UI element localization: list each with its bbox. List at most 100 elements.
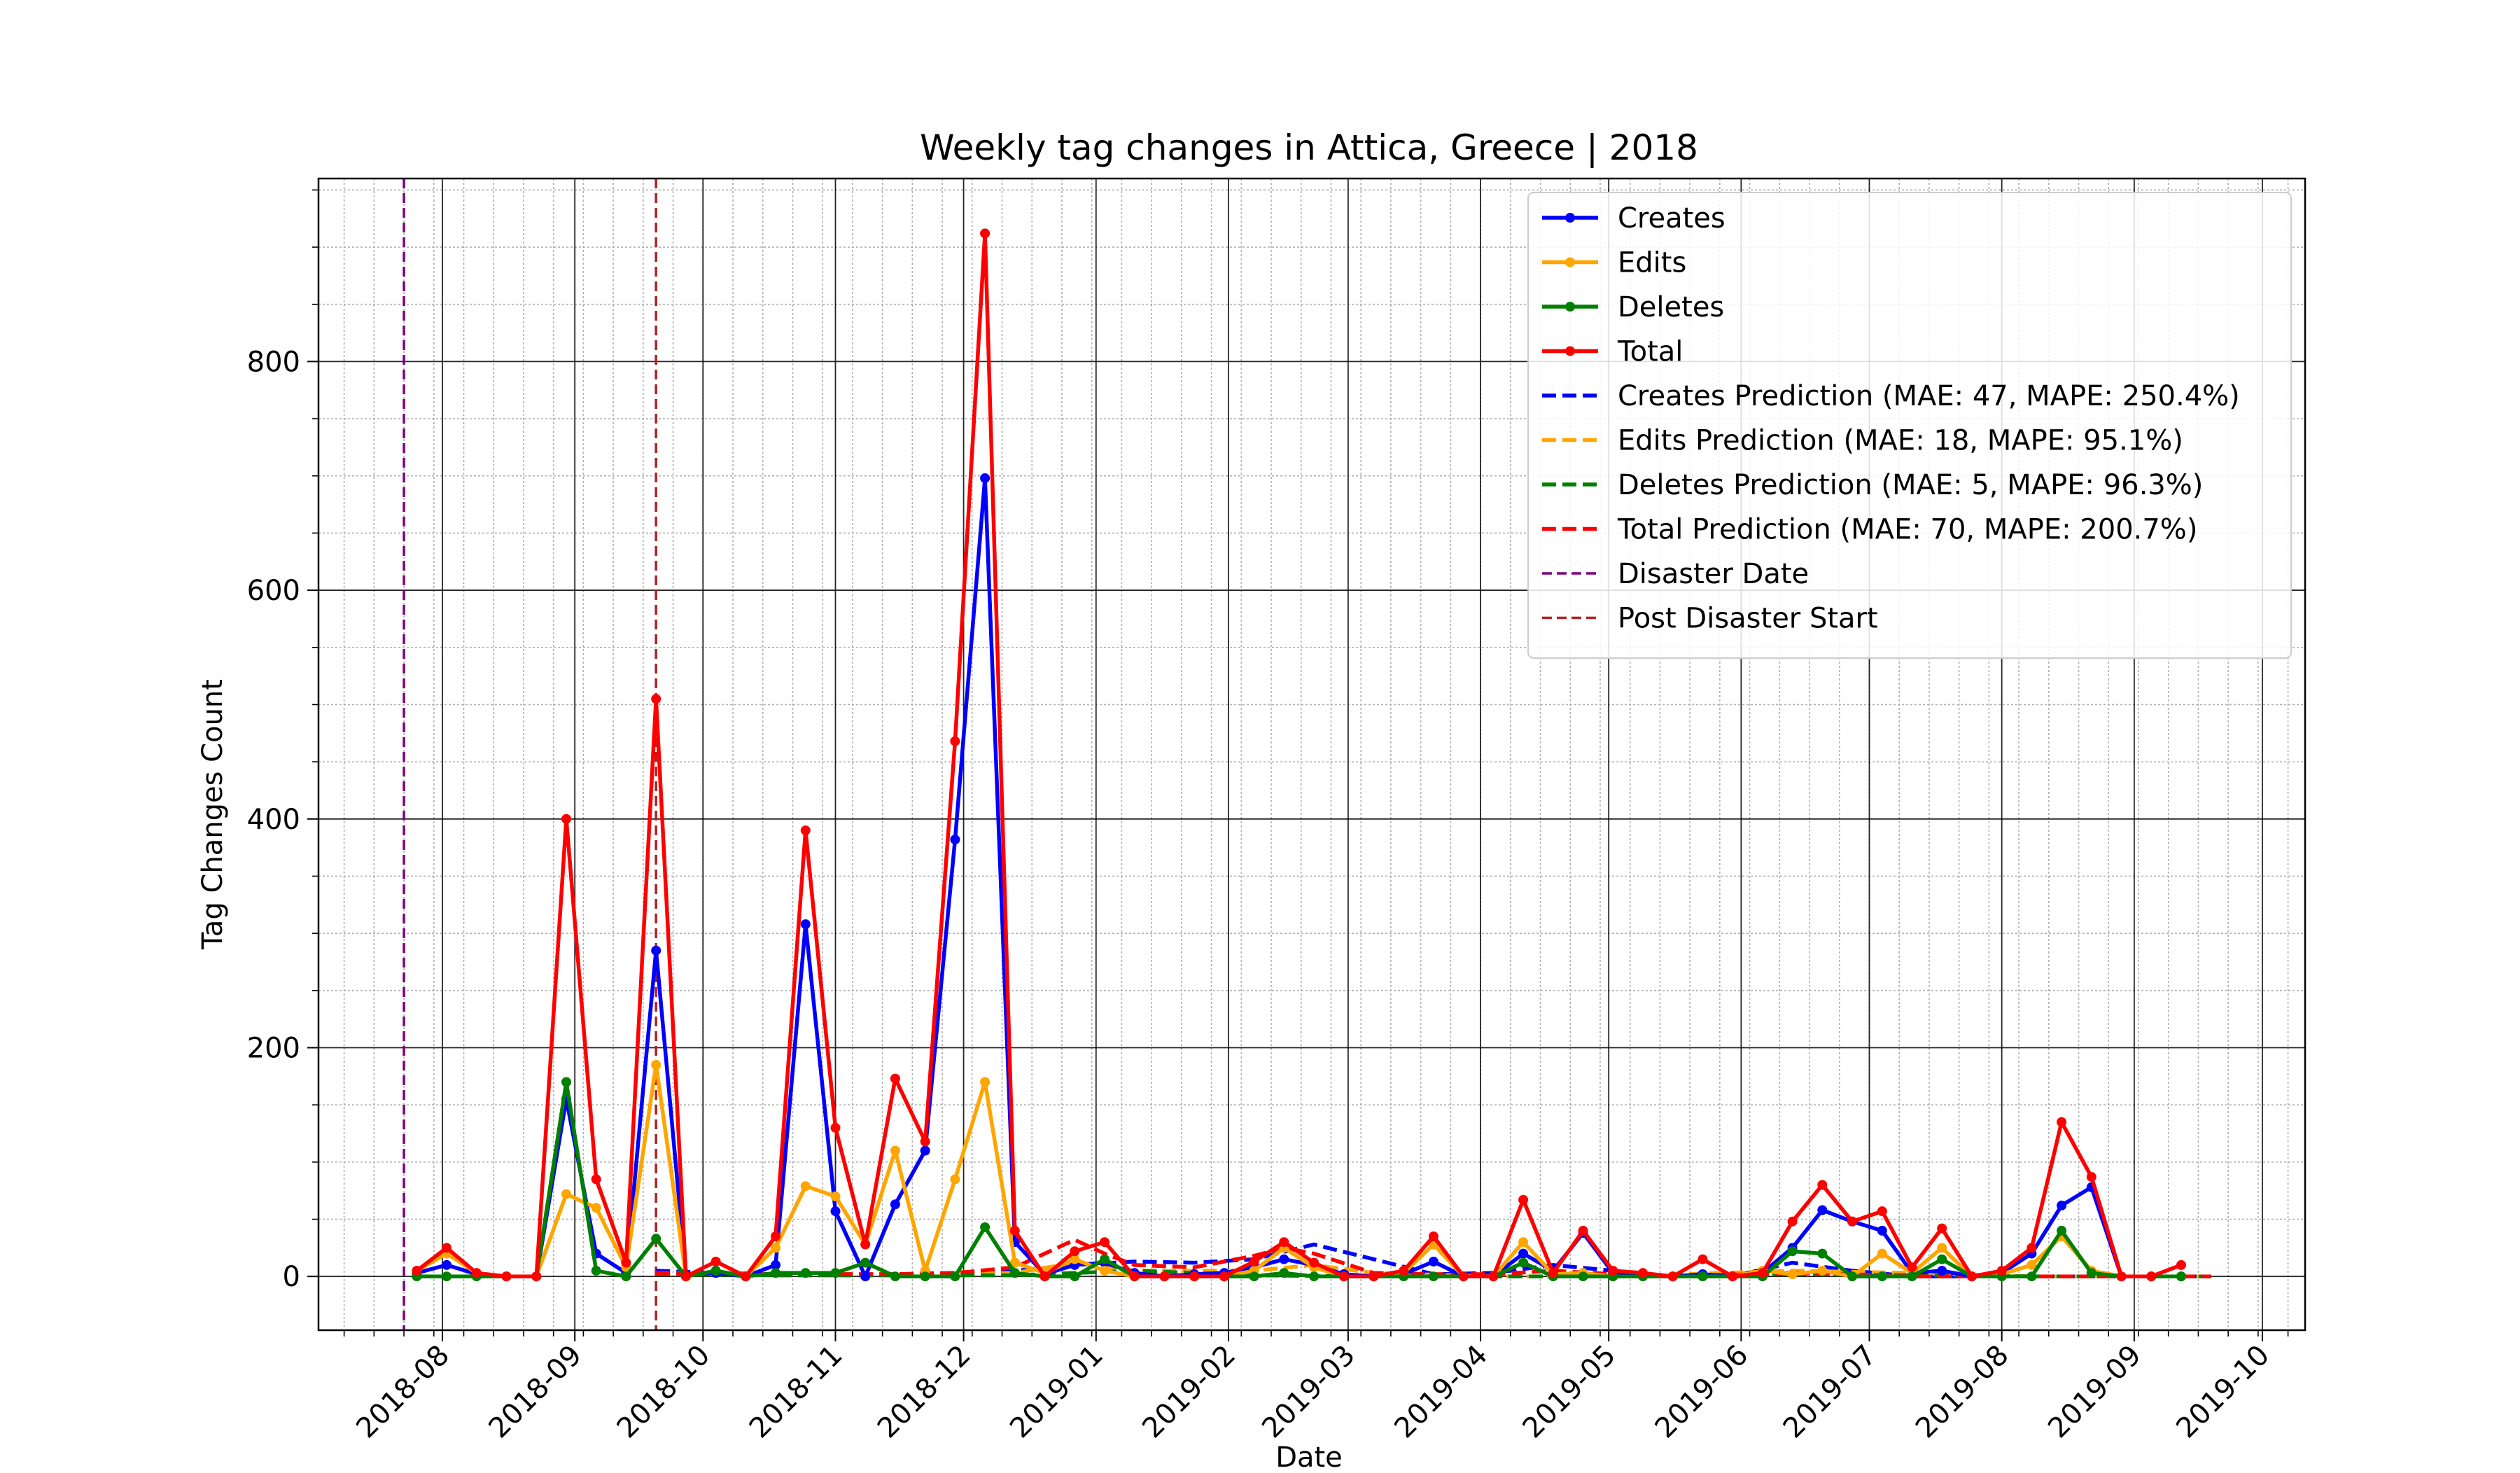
total-point xyxy=(2026,1243,2037,1253)
legend-entry-creates-prediction: Creates Prediction (MAE: 47, MAPE: 250.4… xyxy=(1542,380,2240,412)
creates-point xyxy=(950,835,960,845)
total-point xyxy=(890,1073,900,1084)
deletes-point xyxy=(591,1266,601,1276)
edits-point xyxy=(561,1189,571,1199)
legend-label: Disaster Date xyxy=(1618,558,1809,590)
total-point xyxy=(1847,1216,1858,1227)
deletes-point xyxy=(2176,1271,2186,1282)
edits-point xyxy=(1787,1269,1798,1279)
creates-point xyxy=(920,1145,930,1156)
total-point xyxy=(1488,1271,1499,1282)
total-series xyxy=(412,228,2186,1282)
legend-label: Edits Prediction (MAE: 18, MAPE: 95.1%) xyxy=(1618,425,2183,457)
legend-label: Total xyxy=(1617,336,1683,368)
total-point xyxy=(771,1231,780,1241)
total-point xyxy=(860,1239,871,1250)
creates-point xyxy=(980,473,990,483)
deletes-point xyxy=(561,1077,571,1087)
total-point xyxy=(1040,1271,1050,1282)
total-point xyxy=(1578,1225,1588,1236)
deletes-point xyxy=(1309,1271,1320,1282)
event-lines xyxy=(402,179,657,1330)
deletes-point xyxy=(830,1268,841,1278)
deletes-point xyxy=(2057,1225,2067,1236)
total-point xyxy=(1458,1271,1469,1282)
total-prediction-line xyxy=(656,1238,2211,1278)
total-point xyxy=(980,228,990,239)
total-point xyxy=(1937,1223,1947,1234)
total-point xyxy=(1159,1271,1170,1282)
total-point xyxy=(1009,1225,1020,1236)
edits-point xyxy=(1937,1243,1947,1253)
legend-entry-disaster-date: Disaster Date xyxy=(1542,558,1809,590)
total-point xyxy=(1070,1246,1080,1257)
creates-point xyxy=(1518,1248,1529,1259)
total-point xyxy=(2146,1271,2157,1282)
total-point xyxy=(1309,1257,1320,1268)
total-point xyxy=(412,1266,422,1276)
edits-point xyxy=(1877,1248,1887,1259)
legend-label: Edits xyxy=(1618,247,1686,279)
total-point xyxy=(800,825,811,836)
creates-point xyxy=(442,1259,452,1270)
total-point xyxy=(1817,1180,1828,1190)
deletes-point xyxy=(800,1268,811,1278)
legend-entry-creates: Creates xyxy=(1542,202,1726,235)
deletes-point xyxy=(1698,1271,1708,1282)
total-point xyxy=(1249,1257,1259,1266)
total-point xyxy=(1100,1237,1110,1248)
total-point xyxy=(1996,1266,2007,1276)
total-point xyxy=(501,1271,512,1282)
creates-point xyxy=(771,1259,780,1270)
deletes-point xyxy=(950,1271,960,1282)
edits-point xyxy=(890,1145,900,1156)
legend-entry-edits: Edits xyxy=(1542,247,1686,279)
series-lines xyxy=(412,228,2211,1282)
legend-label: Post Disaster Start xyxy=(1618,603,1878,635)
legend-entry-post-disaster-start: Post Disaster Start xyxy=(1542,603,1878,635)
total-point xyxy=(1638,1268,1648,1278)
total-point xyxy=(1787,1216,1798,1227)
edits-point xyxy=(1100,1266,1110,1276)
deletes-point xyxy=(890,1271,900,1282)
deletes-point xyxy=(651,1234,662,1244)
total-point xyxy=(1368,1271,1379,1282)
legend-box xyxy=(1527,192,2292,659)
x-axis-label: Date xyxy=(1275,1441,1343,1470)
legend-label: Deletes xyxy=(1618,291,1724,323)
total-point xyxy=(1338,1271,1349,1282)
creates-point xyxy=(800,919,811,930)
creates-point xyxy=(1937,1266,1947,1276)
legend-label: Deletes Prediction (MAE: 5, MAPE: 96.3%) xyxy=(1618,469,2203,501)
creates-point xyxy=(1279,1254,1289,1264)
total-point xyxy=(1279,1237,1289,1248)
total-point xyxy=(830,1122,841,1133)
total-point xyxy=(561,814,571,824)
deletes-point xyxy=(980,1222,990,1232)
deletes-point xyxy=(621,1271,631,1282)
deletes-point xyxy=(1877,1271,1887,1282)
legend-label: Creates Prediction (MAE: 47, MAPE: 250.4… xyxy=(1618,380,2240,412)
deletes-point xyxy=(1817,1248,1828,1259)
edits-point xyxy=(950,1174,960,1185)
total-point xyxy=(920,1136,930,1147)
edits-point xyxy=(2026,1259,2037,1270)
edits-point xyxy=(980,1077,990,1087)
total-point xyxy=(1667,1271,1678,1282)
total-point xyxy=(680,1271,691,1282)
edits-point xyxy=(591,1203,601,1213)
legend: Creates Edits Deletes Total Creates Predicti… xyxy=(1527,192,2292,659)
total-point xyxy=(1189,1271,1200,1282)
legend-entry-total: Total xyxy=(1542,336,1683,368)
creates-point xyxy=(1877,1225,1887,1236)
legend-entry-total-prediction: Total Prediction (MAE: 70, MAPE: 200.7%) xyxy=(1542,514,2197,546)
deletes-point xyxy=(1070,1271,1080,1282)
edits-point xyxy=(1009,1257,1020,1268)
y-tick-label: 200 xyxy=(247,1033,300,1065)
total-point xyxy=(2086,1172,2096,1182)
deletes-point xyxy=(1249,1271,1259,1282)
total-point xyxy=(950,736,960,746)
total-point xyxy=(442,1243,452,1253)
deletes-point xyxy=(1009,1268,1020,1278)
deletes-point xyxy=(1518,1257,1529,1268)
